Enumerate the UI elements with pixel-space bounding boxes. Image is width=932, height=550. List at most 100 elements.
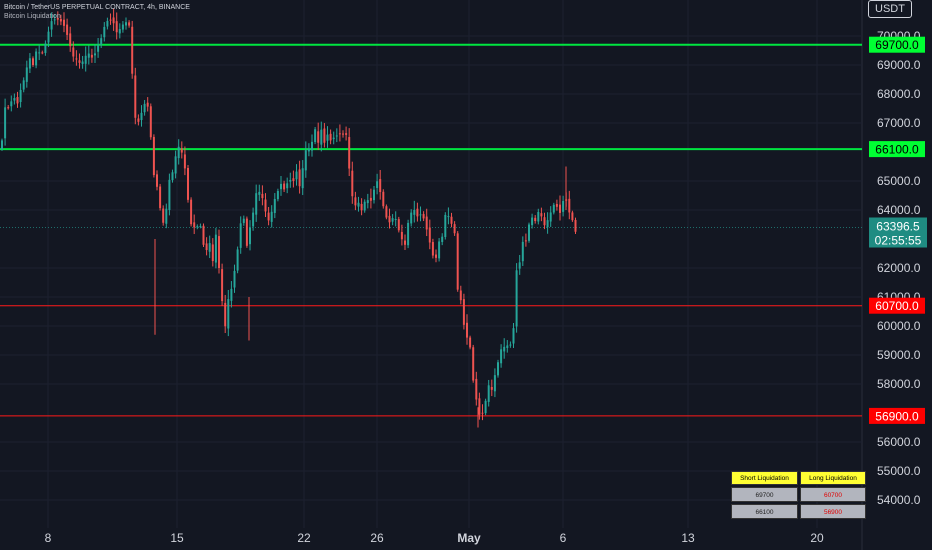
candle-body	[407, 222, 410, 246]
candle	[441, 233, 444, 246]
candle-body	[180, 148, 183, 153]
candle	[103, 22, 106, 42]
candle	[506, 340, 509, 353]
candle-body	[97, 45, 100, 52]
candle	[552, 202, 555, 215]
candle-body	[44, 43, 47, 53]
candle	[236, 246, 239, 274]
candle-body	[35, 51, 38, 66]
candle-body	[280, 183, 282, 190]
candle	[404, 234, 406, 250]
candle	[416, 202, 419, 222]
candle-body	[90, 54, 93, 58]
candle-body	[335, 135, 338, 137]
candle-body	[214, 234, 217, 263]
candle-body	[382, 191, 385, 207]
candle-body	[239, 223, 242, 248]
candle-body	[416, 208, 419, 217]
candle-body	[168, 179, 171, 211]
candle	[295, 164, 298, 186]
candle	[555, 199, 558, 211]
candle-body	[345, 133, 348, 135]
candle	[571, 210, 574, 222]
level-price-tag: 56900.0	[869, 407, 925, 424]
candle-body	[156, 174, 158, 187]
level-price-labels: 69700.0 66100.0 60700.0 56900.0 63396.502:55…	[869, 36, 927, 424]
candle	[137, 114, 140, 126]
candle-body	[159, 186, 162, 209]
candle	[475, 371, 478, 406]
candle	[50, 12, 53, 37]
candle	[239, 216, 242, 254]
candle	[66, 18, 69, 41]
candle-body	[323, 128, 326, 143]
candle	[351, 161, 354, 204]
candle	[25, 60, 28, 88]
candle	[196, 224, 199, 230]
candle	[10, 95, 13, 112]
candle	[63, 12, 65, 33]
candle	[326, 126, 329, 148]
x-tick-label: 6	[560, 531, 567, 545]
candle-body	[84, 55, 87, 64]
candle-body	[81, 61, 84, 64]
candle-body	[481, 412, 484, 414]
candle-body	[493, 375, 496, 392]
candle	[515, 263, 518, 333]
candle	[131, 20, 134, 79]
short-liquidation-cell: 66100	[731, 504, 798, 519]
candle	[453, 221, 456, 236]
candle	[497, 359, 499, 378]
y-tick-label: 54000.0	[877, 493, 921, 507]
candle-body	[376, 181, 379, 188]
candle	[44, 40, 47, 56]
candle	[447, 207, 450, 225]
candle	[503, 338, 506, 359]
candle	[32, 56, 34, 67]
candle	[521, 236, 524, 266]
currency-button[interactable]: USDT	[868, 0, 912, 18]
candle-body	[354, 197, 357, 206]
candle-body	[472, 347, 475, 381]
candle	[292, 170, 295, 188]
candle-body	[521, 241, 524, 262]
candle	[53, 14, 56, 25]
candle	[87, 45, 90, 65]
candle	[47, 26, 50, 47]
candle	[249, 220, 251, 251]
candle-body	[109, 19, 112, 21]
candle-body	[236, 249, 239, 271]
candle	[540, 207, 543, 222]
candle-body	[171, 172, 174, 181]
candle	[493, 368, 496, 398]
candle	[407, 219, 410, 249]
candle-body	[190, 199, 193, 225]
candle-body	[438, 241, 441, 259]
candle-body	[152, 136, 155, 176]
candle	[177, 139, 180, 165]
indicator-name: Bitcoin Liquidation	[4, 13, 61, 20]
candle	[444, 212, 447, 240]
candle	[391, 214, 394, 226]
candle-body	[106, 20, 109, 27]
candle-body	[447, 216, 450, 218]
y-tick-label: 64000.0	[877, 203, 921, 217]
candle	[90, 48, 93, 63]
candle-body	[515, 270, 518, 327]
y-tick-label: 65000.0	[877, 174, 921, 188]
candle-body	[462, 299, 465, 325]
level-tag-text: 66100.0	[875, 143, 919, 157]
candle	[125, 17, 127, 30]
candle-body	[332, 137, 335, 140]
candle	[4, 98, 7, 146]
long-liquidation-cell: 60700	[800, 487, 866, 502]
candle	[289, 172, 292, 188]
candle-body	[283, 183, 286, 190]
level-tag-bg	[869, 407, 925, 424]
candle	[245, 216, 248, 248]
candle	[242, 215, 245, 226]
candle-body	[87, 53, 90, 58]
candle-body	[242, 218, 245, 223]
candle	[509, 341, 512, 348]
